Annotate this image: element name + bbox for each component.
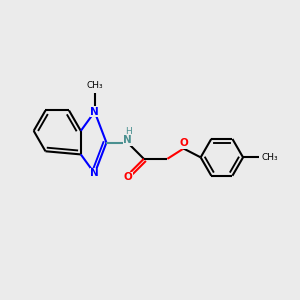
Text: H: H: [125, 127, 132, 136]
Text: CH₃: CH₃: [86, 81, 103, 90]
Text: O: O: [180, 138, 188, 148]
Text: O: O: [124, 172, 133, 182]
Text: N: N: [123, 135, 132, 145]
Text: N: N: [90, 169, 99, 178]
Text: CH₃: CH₃: [261, 153, 278, 162]
Text: N: N: [90, 107, 99, 117]
